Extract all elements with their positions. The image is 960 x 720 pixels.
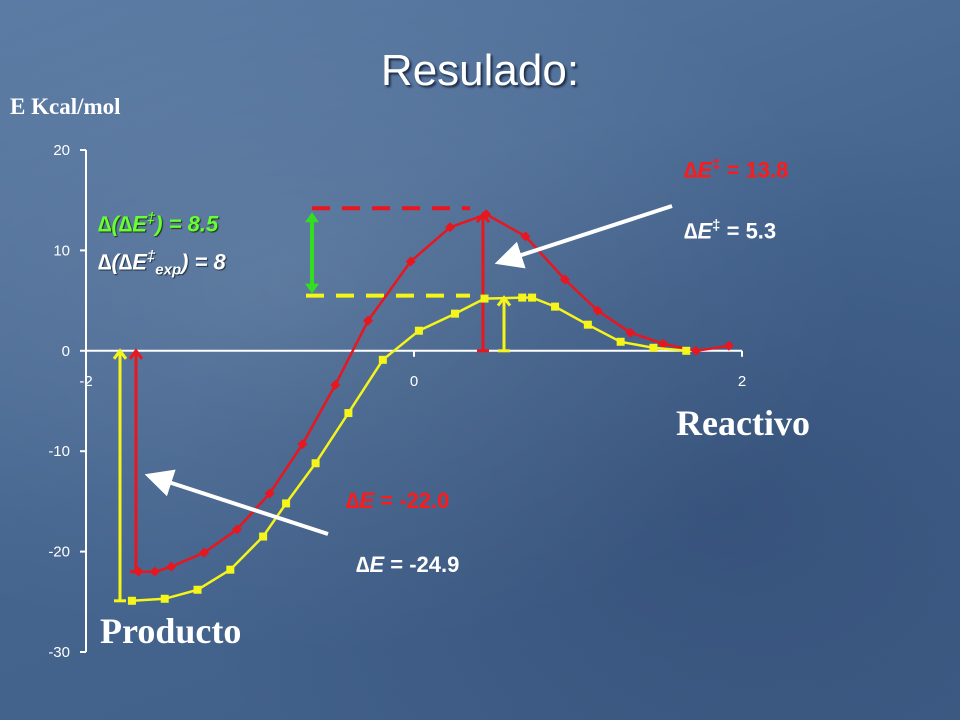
series-0-line [138,212,730,573]
series-0-point [264,488,275,499]
ddE-green-label: ∆(∆E‡) = 8.5 [98,210,219,237]
y-tick-label: 20 [53,142,70,159]
green-arrow-head-top [305,212,319,223]
series-0-point [297,439,308,450]
chart-series [127,209,734,605]
series-1-point [127,596,136,605]
y-axis-label: E Kcal/mol [10,94,121,119]
y-tick-label: -10 [48,443,70,460]
y-tick-label: -30 [48,644,70,661]
series-0-point [166,561,177,572]
reactivo-label: Reactivo [676,403,810,443]
x-tick-label: 2 [738,373,746,390]
series-0-point [445,222,456,233]
series-0-point [231,524,242,535]
dE-white-label: ∆E = -24.9 [356,552,460,577]
yellow-reaction-bar-cap-top [112,348,128,360]
series-1-point [528,293,537,302]
y-tick-label: -20 [48,544,70,561]
series-1-point [414,326,423,335]
y-tick-label: 0 [62,343,70,360]
series-1-point [378,355,387,364]
series-0-point [330,379,341,390]
series-1-point [193,585,202,594]
series-1-point [226,565,235,574]
series-0-point [481,209,492,220]
series-0-point [363,315,374,326]
series-0-point [199,547,210,558]
series-1-point [551,302,560,311]
barrier-red-label: ∆E‡ = 13.8 [684,156,789,183]
series-1-point [649,343,658,352]
producto-label: Producto [100,611,242,651]
barrier-white-label: ∆E‡ = 5.3 [684,217,777,244]
series-1-point [282,499,291,508]
series-0-point [559,274,570,285]
y-tick-label: 10 [53,242,70,259]
slide-title: Resulado: [380,46,580,95]
series-0-point [592,305,603,316]
series-0-point [691,345,702,356]
series-1-point [616,337,625,346]
annotation-arrows [144,204,673,536]
annotation-guides [112,206,512,603]
series-0-point [520,231,531,242]
x-tick-label: -2 [79,373,92,390]
ddE-exp-label: ∆(∆E‡exp) = 8 [98,248,226,279]
pointer-arrow-barrier [494,204,673,269]
series-1-point [311,459,320,468]
x-tick-label: 0 [410,373,418,390]
green-arrow-head-bottom [305,283,319,294]
series-0-point [723,340,734,351]
dE-red-label: ∆E = -22.0 [346,488,450,513]
series-1-point [160,594,169,603]
series-0-point [625,327,636,338]
series-1-point [259,532,268,541]
pointer-arrow-product [144,469,329,536]
series-0-point [405,256,416,267]
series-0-point [149,566,160,577]
series-0-point [133,566,144,577]
series-1-point [480,294,489,303]
series-1-point [583,320,592,329]
red-reaction-bar-cap-top [128,348,144,360]
series-0-point [658,338,669,349]
series-1-point [682,346,691,355]
series-1-point [344,409,353,418]
series-1-point [518,293,527,302]
series-1-point [451,309,459,318]
